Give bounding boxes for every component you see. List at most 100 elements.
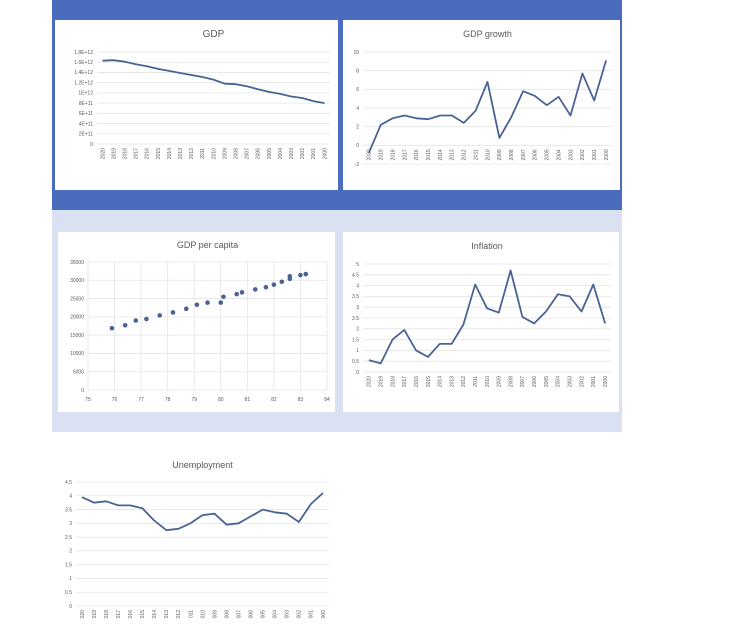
x-tick-label: 008 (224, 610, 230, 619)
x-tick-label: 009 (212, 610, 218, 619)
x-tick-label: 75 (85, 397, 91, 403)
y-tick-label: 3.5 (352, 294, 359, 300)
y-tick-label: 2 (356, 124, 359, 130)
y-tick-label: 5 (356, 262, 359, 268)
data-point (253, 287, 258, 292)
data-point (239, 290, 245, 295)
y-tick-label: 5000 (73, 370, 84, 376)
y-tick-label: 2 (356, 327, 359, 333)
y-tick-label: 4 (356, 283, 359, 289)
x-tick-label: 2003 (289, 148, 295, 159)
x-tick-label: 2012 (462, 149, 468, 160)
x-tick-label: 2003 (568, 149, 574, 160)
y-tick-label: 1.5 (352, 337, 359, 343)
y-tick-label: 15000 (70, 333, 84, 339)
x-tick-label: 2002 (580, 149, 586, 160)
y-tick-label: 3.5 (65, 507, 72, 513)
x-tick-label: 82 (271, 397, 277, 403)
x-tick-label: 2014 (167, 148, 173, 159)
inflation-chart: Inflation 0 0.5 1 1.5 2 2.5 3 3.5 4 4.5 5 2020 2019 20… (352, 241, 611, 387)
x-tick-label: 2019 (111, 148, 117, 159)
x-tick-label: 2004 (556, 149, 562, 160)
inflation-chart-panel: Inflation 0 0.5 1 1.5 2 2.5 3 3.5 4 4.5 5 2020 2019 20… (343, 232, 619, 412)
x-tick-label: 2013 (450, 149, 456, 160)
x-tick-label: 002 (297, 610, 303, 619)
y-tick-label: 0 (69, 604, 72, 610)
data-point (218, 300, 224, 305)
x-tick-label: 2004 (278, 148, 284, 159)
y-tick-label: 2.5 (65, 535, 72, 541)
y-tick-label: 4E+11 (79, 121, 93, 127)
x-tick-label: 2012 (461, 376, 467, 387)
y-tick-label: 3 (69, 521, 72, 527)
x-tick-label: 2010 (485, 149, 491, 160)
y-tick-label: 8 (356, 68, 359, 74)
x-tick-label: 2013 (449, 376, 455, 387)
gdp-growth-chart-panel: GDP growth -2 0 2 4 6 8 10 2020 2019 2018 2017 2016 2… (343, 20, 620, 190)
x-tick-label: 2010 (211, 148, 217, 159)
data-point (234, 291, 240, 297)
y-tick-label: 4.5 (352, 273, 359, 279)
x-tick-label: 007 (236, 610, 242, 619)
gdp-growth-chart: GDP growth -2 0 2 4 6 8 10 2020 2019 2018 2017 2016 2… (353, 29, 612, 168)
y-tick-label: 2.5 (352, 316, 359, 322)
x-tick-label: 2008 (508, 376, 514, 387)
x-tick-label: 2016 (145, 148, 151, 159)
y-tick-label: 1.4E+12 (74, 70, 93, 76)
gdp-chart: GDP 0 2E+11 4E+11 6E+11 8E+11 1E+12 1.2E+12 1.4E… (74, 29, 330, 159)
x-tick-label: 77 (138, 397, 144, 403)
gdp-chart-panel: GDP 0 2E+11 4E+11 6E+11 8E+11 1E+12 1.2E+12 1.4E… (55, 20, 338, 190)
data-line (102, 59, 325, 104)
y-tick-label: 3 (356, 305, 359, 311)
data-point (205, 300, 210, 305)
x-tick-label: 2005 (267, 148, 273, 159)
x-tick-label: 2019 (379, 376, 385, 387)
x-tick-label: 2009 (222, 148, 228, 159)
y-tick-label: 1.5 (65, 562, 72, 568)
data-point (183, 306, 189, 312)
x-tick-label: 2017 (402, 149, 408, 160)
y-tick-label: 2E+11 (79, 132, 93, 138)
y-tick-label: 4 (356, 106, 359, 112)
x-tick-label: 015 (140, 610, 146, 619)
x-tick-label: 2002 (300, 148, 306, 159)
x-tick-label: 010 (200, 610, 206, 619)
y-tick-label: 1.6E+12 (74, 60, 93, 66)
x-tick-label: 2003 (567, 376, 573, 387)
x-tick-label: 2007 (245, 148, 251, 159)
x-tick-label: 020 (80, 610, 86, 619)
x-tick-label: 2011 (473, 149, 479, 160)
x-tick-label: 2011 (200, 148, 206, 159)
data-point (157, 313, 162, 318)
data-point (170, 310, 176, 315)
chart-title: Inflation (471, 241, 503, 251)
x-tick-label: 2007 (521, 149, 527, 160)
data-line (368, 60, 607, 154)
y-tick-label: 8E+11 (79, 101, 93, 107)
y-tick-label: 1E+12 (78, 91, 93, 97)
y-tick-label: 10000 (70, 351, 84, 357)
x-tick-label: 80 (218, 397, 224, 403)
x-tick-label: 2010 (485, 376, 491, 387)
x-tick-label: 003 (285, 610, 291, 619)
x-tick-label: 000 (321, 610, 327, 619)
chart-title: GDP (203, 29, 225, 40)
y-tick-label: 6 (356, 87, 359, 93)
x-tick-label: 014 (152, 610, 158, 619)
x-tick-label: 2014 (438, 149, 444, 160)
data-point (279, 279, 285, 285)
data-point (271, 282, 277, 287)
y-tick-label: 0 (90, 142, 93, 148)
x-tick-label: 2016 (414, 376, 420, 387)
y-tick-label: -2 (355, 162, 360, 168)
chart-title: Unemployment (172, 460, 233, 470)
unemployment-chart-area: Unemployment 0 0.5 1 1.5 2 2.5 3 3.5 4 4.5 020 019 01… (52, 450, 337, 619)
x-tick-label: 2014 (438, 376, 444, 387)
x-tick-label: 2001 (591, 376, 597, 387)
x-tick-label: 2008 (233, 148, 239, 159)
x-tick-label: 2005 (545, 149, 551, 160)
y-tick-label: 25000 (70, 296, 84, 302)
chart-title: GDP per capita (177, 240, 238, 250)
x-tick-label: 2002 (579, 376, 585, 387)
y-tick-label: 35000 (70, 260, 84, 266)
